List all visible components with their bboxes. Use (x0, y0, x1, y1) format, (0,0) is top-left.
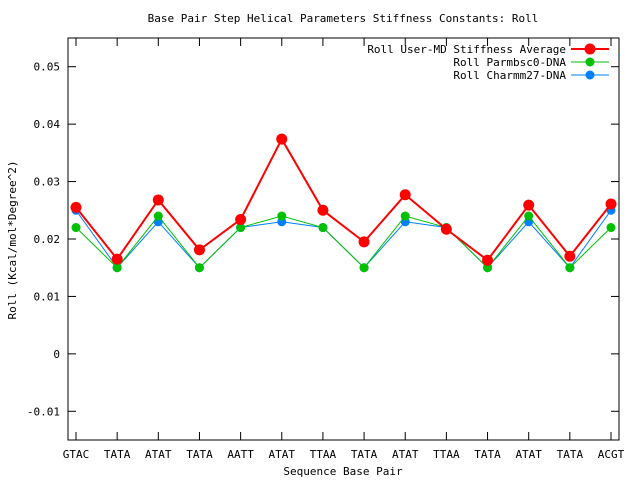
x-tick-label: TTAA (310, 448, 337, 461)
data-point (483, 263, 493, 273)
series-2 (71, 211, 616, 273)
x-tick-label: TATA (186, 448, 213, 461)
y-tick-label: 0.02 (34, 233, 61, 246)
y-axis-label: Roll (Kcal/mol*Degree^2) (6, 161, 19, 320)
data-point (317, 204, 329, 216)
legend-label: Roll Charmm27-DNA (453, 69, 566, 82)
x-tick-label: GTAC (63, 448, 90, 461)
series-line (75, 136, 612, 262)
data-point (277, 211, 287, 221)
y-tick-label: 0.03 (34, 176, 61, 189)
data-point (564, 250, 576, 262)
x-axis-ticks: GTAC TATA ATAT TATA AATT ATAT TTAA TATA ATAT TTAA… (63, 38, 625, 461)
data-point (440, 223, 452, 235)
x-axis-label: Sequence Base Pair (283, 465, 403, 478)
x-tick-label: TATA (474, 448, 501, 461)
data-point (400, 211, 410, 221)
series-3 (71, 205, 616, 273)
data-point (152, 194, 164, 206)
x-tick-label: ATAT (515, 448, 542, 461)
data-point (153, 211, 163, 221)
x-tick-label: ATAT (392, 448, 419, 461)
x-tick-label: AATT (227, 448, 254, 461)
legend-marker (585, 70, 595, 80)
data-point (606, 223, 616, 233)
data-point (235, 213, 247, 225)
series-line (75, 215, 612, 269)
x-tick-label: TATA (351, 448, 378, 461)
plot-frame (67, 37, 620, 441)
legend-marker (585, 57, 595, 67)
y-axis-ticks: -0.01 0 0.01 0.02 0.03 0.04 0.05 (27, 61, 619, 418)
x-tick-label: TATA (104, 448, 131, 461)
x-tick-label: TATA (557, 448, 584, 461)
data-point (193, 244, 205, 256)
x-tick-label: ATAT (145, 448, 172, 461)
x-tick-label: ATAT (269, 448, 296, 461)
legend-marker (584, 43, 596, 55)
data-point (318, 223, 328, 233)
series-1 (70, 133, 617, 266)
data-point (605, 198, 617, 210)
data-point (112, 263, 122, 273)
legend-label: Roll Parmbsc0-DNA (453, 56, 566, 69)
plot-border (67, 37, 620, 441)
legend-label: Roll User-MD Stiffness Average (367, 43, 566, 56)
data-point (565, 263, 575, 273)
data-point (359, 263, 369, 273)
data-point (524, 211, 534, 221)
data-point (482, 254, 494, 266)
y-tick-label: 0.01 (34, 290, 61, 303)
y-tick-label: 0 (53, 348, 60, 361)
y-tick-label: -0.01 (27, 405, 60, 418)
series-layer (70, 133, 617, 273)
data-point (71, 223, 81, 233)
x-tick-label: ACGT (598, 448, 625, 461)
data-point (236, 223, 246, 233)
data-point (194, 263, 204, 273)
data-point (399, 189, 411, 201)
chart-title: Base Pair Step Helical Parameters Stiffn… (148, 12, 539, 25)
data-point (111, 253, 123, 265)
data-point (358, 236, 370, 248)
data-point (523, 199, 535, 211)
y-tick-label: 0.04 (34, 118, 61, 131)
data-point (276, 133, 288, 145)
y-tick-label: 0.05 (34, 61, 61, 74)
x-tick-label: TTAA (433, 448, 460, 461)
data-point (70, 201, 82, 213)
